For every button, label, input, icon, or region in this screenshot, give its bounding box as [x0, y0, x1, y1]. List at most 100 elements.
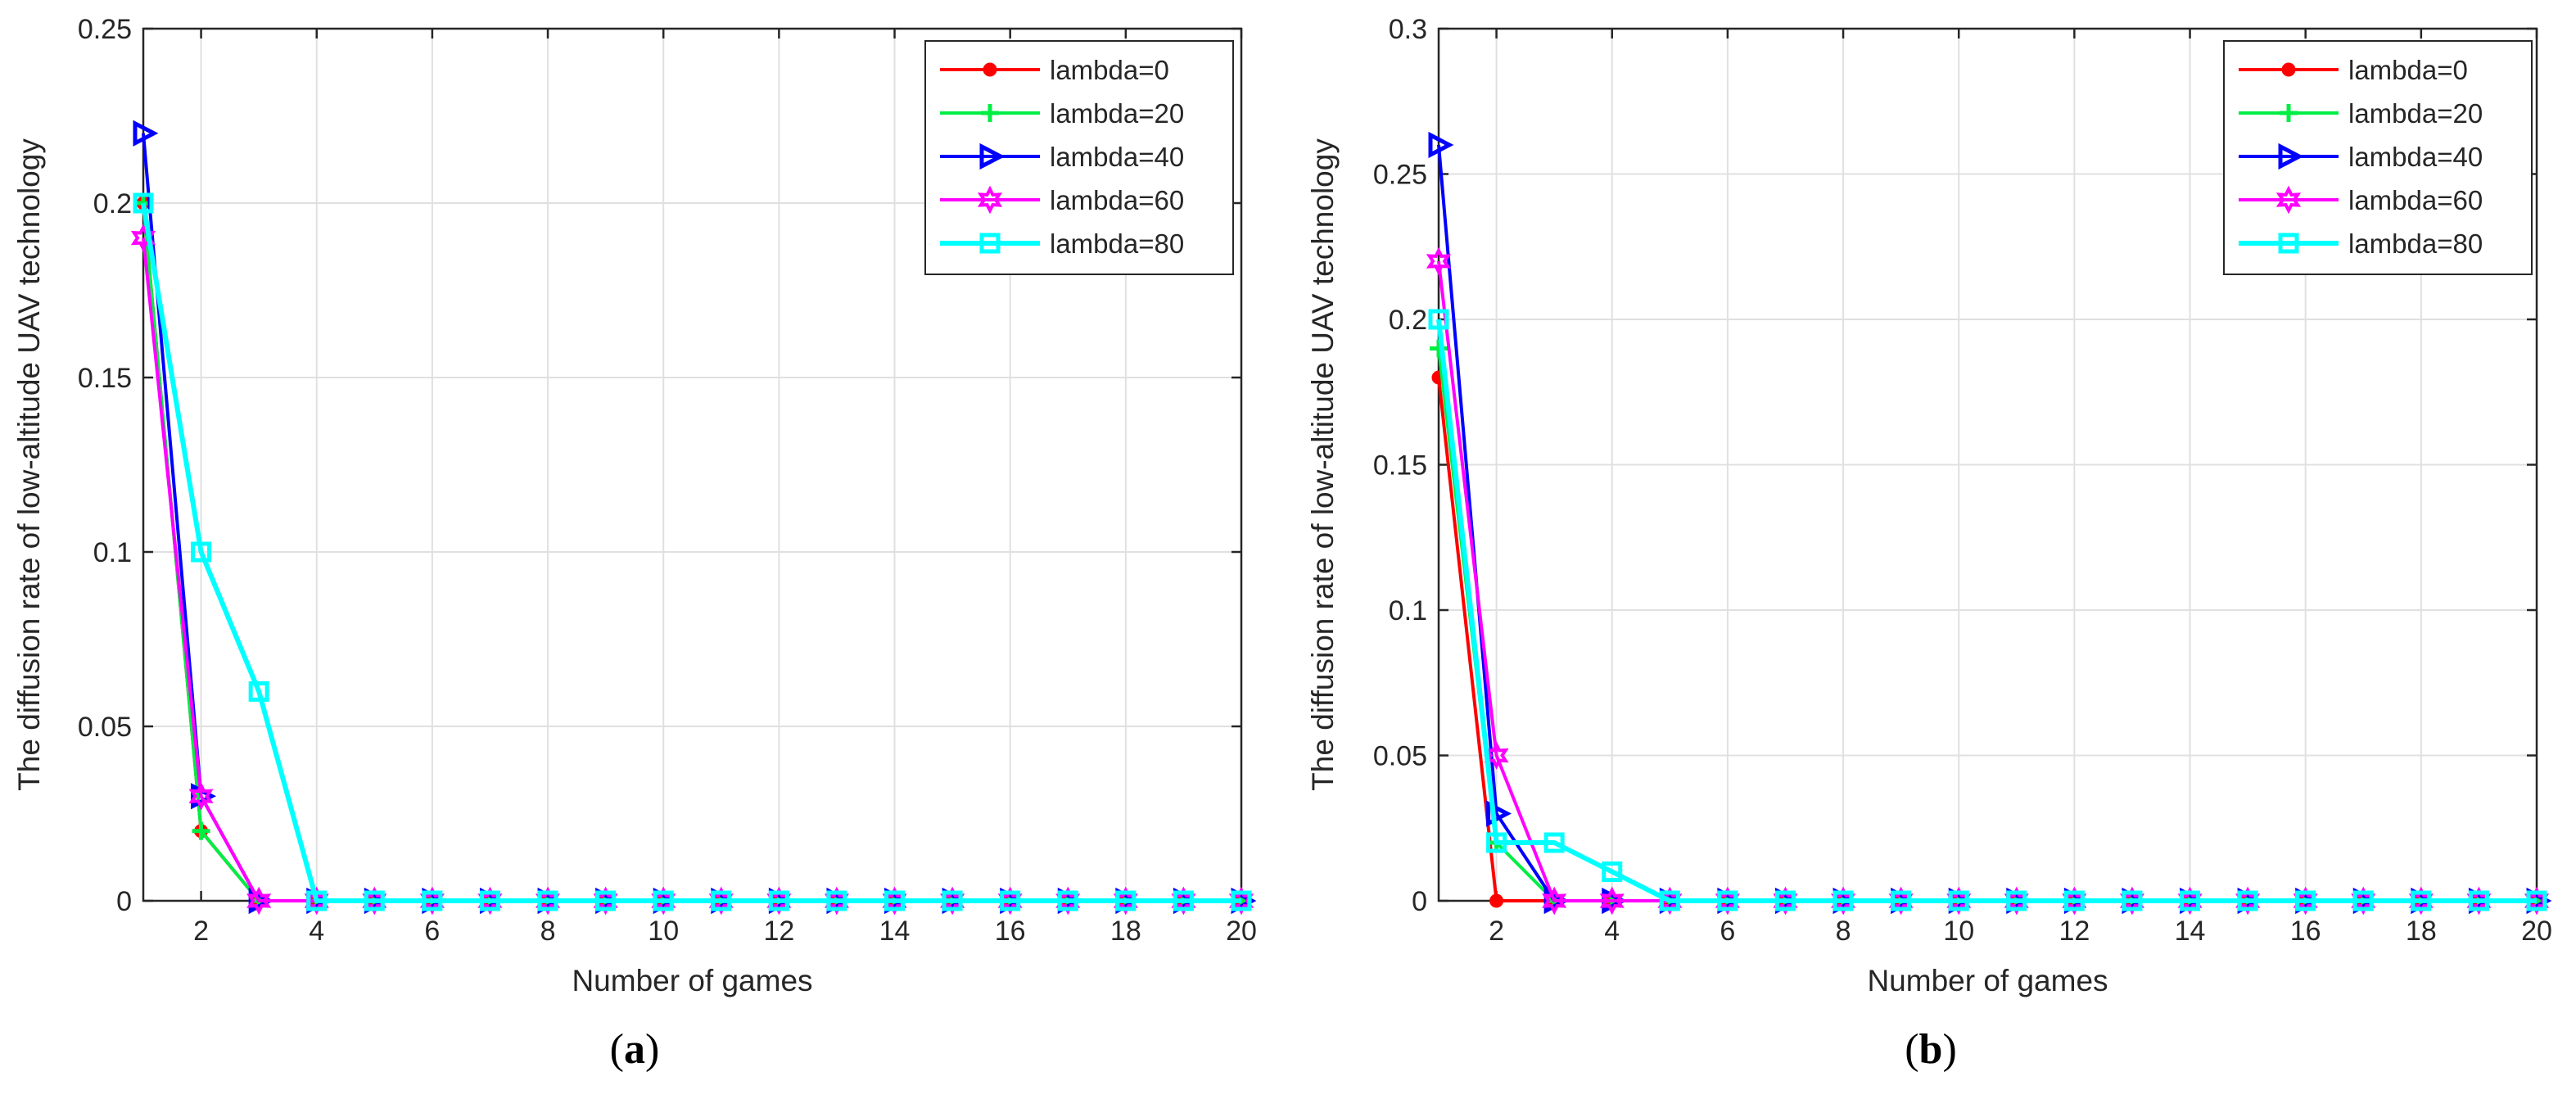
legend-marker — [981, 104, 999, 122]
data-point — [1542, 886, 1567, 916]
data-point — [1489, 893, 1504, 908]
y-tick-label: 0 — [1412, 886, 1427, 917]
y-tick-label: 0.15 — [1373, 450, 1427, 482]
y-axis-label: The diffusion rate of low-altitude UAV t… — [1306, 138, 1340, 791]
data-point — [1774, 890, 1796, 911]
x-tick-label: 2 — [1489, 916, 1504, 947]
y-tick-label: 0.1 — [1389, 595, 1427, 626]
data-point — [1486, 800, 1512, 827]
data-point — [2526, 890, 2547, 911]
data-point — [2411, 890, 2432, 911]
legend: lambda=0 lambda=20 lambda=40 lambda=60 lambd… — [924, 40, 1234, 275]
data-point — [2006, 890, 2027, 911]
data-point — [2295, 890, 2316, 911]
legend-label: lambda=0 — [1050, 55, 1169, 85]
chart-panel-a: 2 4 6 8 10 12 14 16 18 20 0 0.05 0.1 0.15 0.2 0.25 Numbe… — [12, 14, 1257, 1073]
data-point — [942, 890, 963, 911]
data-point — [1543, 832, 1565, 853]
legend-label: lambda=20 — [1050, 98, 1184, 129]
legend-marker — [2281, 62, 2296, 77]
data-point — [2237, 890, 2258, 911]
x-tick-label: 18 — [2406, 916, 2437, 947]
x-tick-label: 14 — [2175, 916, 2206, 947]
data-point — [1833, 890, 1854, 911]
x-tick-label: 4 — [1604, 916, 1620, 947]
legend-marker — [2278, 233, 2299, 254]
y-tick-label: 0.25 — [78, 14, 132, 45]
data-point — [1173, 890, 1194, 911]
x-tick-label: 2 — [193, 916, 209, 947]
legend-label: lambda=60 — [1050, 185, 1184, 215]
x-tick-label: 12 — [763, 916, 794, 947]
x-tick-label: 12 — [2059, 916, 2090, 947]
x-tick-label: 10 — [648, 916, 679, 947]
data-point — [248, 681, 269, 702]
legend-label: lambda=0 — [2348, 55, 2468, 85]
data-point — [1231, 890, 1252, 911]
data-point — [2122, 890, 2143, 911]
data-point — [306, 890, 328, 911]
x-tick-label: 8 — [540, 916, 556, 947]
data-point — [191, 541, 212, 563]
data-point — [133, 120, 159, 147]
legend-label: lambda=20 — [2348, 98, 2483, 129]
y-tick-label: 0 — [116, 886, 132, 917]
y-tick-label: 0.2 — [93, 188, 132, 219]
data-point — [711, 890, 732, 911]
data-point — [188, 781, 214, 811]
series-lambda=80 — [133, 192, 1252, 911]
series-lambda=80 — [1428, 309, 2547, 911]
y-tick-label: 0.2 — [1389, 305, 1427, 336]
data-point — [537, 890, 558, 911]
legend-marker — [2280, 104, 2298, 122]
data-point — [2063, 890, 2085, 911]
data-point — [479, 890, 500, 911]
y-tick-label: 0.15 — [78, 363, 132, 394]
data-point — [1428, 131, 1454, 159]
legend-label: lambda=80 — [2348, 228, 2483, 259]
data-point — [1057, 890, 1078, 911]
x-tick-label: 18 — [1110, 916, 1141, 947]
data-point — [2180, 890, 2201, 911]
legend-label: lambda=80 — [1050, 228, 1184, 259]
data-point — [884, 890, 906, 911]
legend-marker — [979, 142, 1006, 170]
data-point — [133, 192, 154, 214]
x-axis-label: Number of games — [1867, 964, 2108, 997]
data-point — [1486, 832, 1507, 853]
y-axis-label: The diffusion rate of low-altitude UAV t… — [12, 138, 46, 791]
data-point — [1599, 886, 1625, 916]
y-tick-label: 0.05 — [78, 712, 132, 743]
legend-marker — [2275, 185, 2302, 215]
data-point — [1428, 309, 1449, 330]
legend-marker — [977, 185, 1003, 215]
chart-panel-b: 2 4 6 8 10 12 14 16 18 20 0 0.05 0.1 0.15 0.2 0.25 0.3 Nu… — [1306, 14, 2552, 1073]
legend: lambda=0 lambda=20 lambda=40 lambda=60 lambd… — [2223, 40, 2533, 275]
data-point — [595, 890, 617, 911]
x-tick-label: 16 — [995, 916, 1026, 947]
data-point — [2352, 890, 2374, 911]
data-point — [1430, 339, 1448, 358]
x-tick-label: 14 — [879, 916, 911, 947]
data-point — [826, 890, 847, 911]
legend-label: lambda=40 — [2348, 142, 2483, 172]
x-tick-label: 6 — [424, 916, 440, 947]
data-point — [1948, 890, 1969, 911]
data-point — [768, 890, 789, 911]
y-tick-label: 0.1 — [93, 537, 132, 568]
legend-marker — [979, 233, 1001, 254]
x-tick-label: 4 — [309, 916, 324, 947]
legend-label: lambda=60 — [2348, 185, 2483, 215]
data-point — [364, 890, 385, 911]
y-tick-label: 0.3 — [1389, 14, 1427, 45]
data-point — [653, 890, 674, 911]
x-tick-label: 20 — [2521, 916, 2552, 947]
legend-label: lambda=40 — [1050, 142, 1184, 172]
panel-caption: (b) — [1905, 1026, 1957, 1073]
data-point — [1115, 890, 1137, 911]
data-point — [422, 890, 443, 911]
panel-caption: (a) — [610, 1026, 660, 1073]
data-point — [1717, 890, 1738, 911]
legend-marker — [983, 62, 997, 77]
data-point — [246, 886, 272, 916]
